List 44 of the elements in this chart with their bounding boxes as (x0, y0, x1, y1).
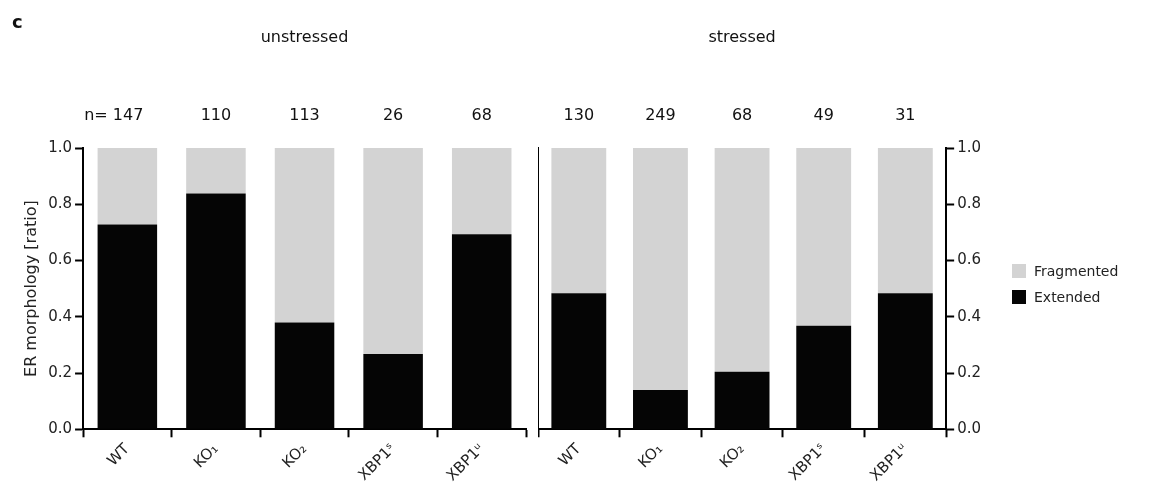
legend-label: Extended (1034, 289, 1101, 305)
y2-tick-label: 0.0 (957, 419, 981, 438)
bar (714, 148, 770, 372)
legend-label: Fragmented (1034, 263, 1119, 279)
text: 31 (895, 105, 916, 124)
bar (274, 148, 335, 323)
text: 26 (382, 105, 404, 124)
text: 68 (471, 105, 492, 124)
bar (97, 148, 158, 225)
x-tick-label: WT (103, 438, 134, 470)
text: c (12, 11, 23, 32)
bar (796, 148, 852, 326)
y-tick-label: 0.0 (48, 419, 73, 438)
y2-tick-label: 0.4 (957, 306, 981, 325)
x-tick-label: KO₂ (278, 439, 311, 472)
y-tick-label: 1.0 (48, 137, 73, 156)
y-tick-label: 0.2 (48, 362, 73, 381)
y2-tick-label: 0.6 (957, 250, 981, 269)
text: n= 147 (84, 105, 144, 124)
bar (877, 148, 933, 294)
y-axis-title: ER morphology [ratio] (20, 200, 40, 377)
bar (363, 148, 423, 354)
y2-tick-label: 0.8 (957, 194, 981, 213)
x-tick-label: WT (554, 438, 585, 470)
x-tick-label: KO₂ (715, 439, 748, 472)
bar (451, 148, 512, 235)
x-tick-label: KO₁ (189, 439, 222, 472)
y2-tick-label: 0.2 (957, 362, 981, 381)
text: 49 (813, 105, 834, 124)
text: stressed (708, 27, 776, 46)
text: 249 (645, 105, 676, 124)
text: 68 (731, 105, 753, 124)
bar (186, 148, 246, 194)
bar (633, 148, 688, 390)
x-tick-label: KO₁ (634, 439, 667, 472)
text: 113 (289, 105, 320, 124)
y-tick-label: 0.6 (48, 250, 73, 269)
text: 130 (563, 105, 595, 124)
y2-tick-label: 1.0 (957, 137, 981, 156)
text: 110 (200, 105, 232, 124)
text: unstressed (260, 27, 349, 46)
bar (551, 148, 607, 294)
y-tick-label: 0.8 (48, 194, 73, 213)
y-tick-label: 0.4 (48, 306, 73, 325)
